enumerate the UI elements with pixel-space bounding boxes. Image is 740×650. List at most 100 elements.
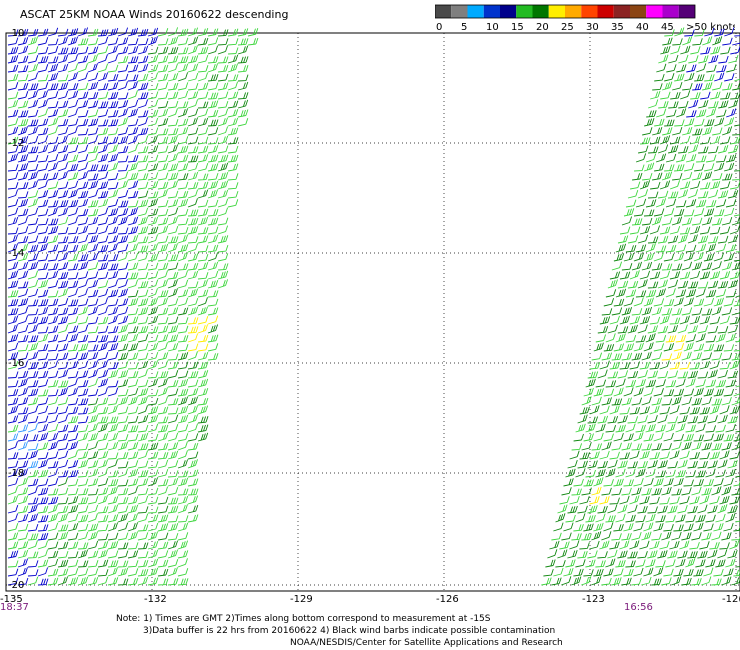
wind-barb (47, 280, 59, 289)
wind-barb (619, 271, 631, 280)
wind-barb (47, 558, 59, 568)
wind-barb (57, 82, 69, 91)
wind-barb (187, 281, 199, 289)
wind-barb (117, 560, 129, 568)
wind-barb (117, 171, 129, 181)
wind-barb (667, 550, 678, 559)
wind-barb (237, 74, 249, 82)
wind-barb (187, 243, 199, 253)
wind-barb (187, 488, 199, 496)
wind-barb (207, 290, 219, 298)
wind-barb (87, 360, 99, 370)
wind-barb (37, 154, 49, 163)
wind-barb (187, 155, 199, 163)
wind-barb (565, 559, 576, 568)
wind-barb (87, 478, 99, 487)
wind-barb (621, 487, 632, 496)
wind-barb (7, 550, 19, 559)
wind-barb (127, 180, 139, 190)
wind-barb (217, 135, 229, 145)
wind-barb (713, 252, 725, 262)
wind-barb (615, 468, 626, 478)
wind-barb (207, 353, 219, 361)
wind-barb (157, 307, 169, 316)
wind-barb (77, 198, 89, 208)
wind-barb (87, 37, 99, 46)
wind-barb (47, 461, 59, 469)
wind-barb (17, 172, 29, 181)
wind-barb (723, 522, 734, 532)
wind-barb (703, 567, 714, 577)
wind-barb (97, 101, 109, 109)
wind-barb (597, 505, 608, 514)
wind-barb (623, 297, 634, 307)
wind-barb (716, 109, 727, 118)
wind-barb (217, 100, 229, 109)
wind-barb (207, 234, 219, 244)
wind-barb (67, 522, 79, 532)
wind-barb (157, 46, 169, 55)
wind-barb (107, 478, 119, 487)
wind-barb (726, 154, 737, 163)
wind-barb (625, 423, 636, 433)
wind-barb (17, 100, 29, 109)
wind-barb (177, 515, 189, 523)
wind-barb (669, 317, 681, 325)
legend-swatch (613, 5, 630, 18)
wind-barb (57, 190, 69, 199)
wind-barb (685, 153, 697, 163)
wind-barb (117, 567, 129, 577)
wind-barb (730, 92, 740, 100)
wind-barb (137, 542, 149, 550)
wind-barb (647, 550, 658, 559)
wind-barb (17, 407, 29, 415)
wind-barb (157, 181, 169, 190)
wind-barb (17, 82, 29, 91)
wind-barb (595, 468, 606, 478)
wind-barb (227, 54, 239, 64)
legend-swatch (597, 5, 614, 18)
wind-barb (7, 227, 19, 235)
wind-barb (167, 370, 179, 379)
wind-barb (67, 227, 79, 235)
wind-barb (177, 90, 189, 100)
wind-barb (705, 199, 717, 208)
wind-barb (17, 28, 29, 37)
wind-barb (127, 433, 139, 442)
wind-barb (87, 189, 99, 199)
wind-barb (599, 496, 610, 505)
wind-barb (679, 540, 690, 550)
wind-barb (685, 558, 696, 568)
legend-swatch (630, 5, 647, 18)
wind-barb (668, 145, 679, 154)
wind-barb (686, 64, 697, 73)
wind-barb (725, 513, 736, 523)
wind-barb (17, 298, 29, 307)
wind-barb (37, 578, 49, 586)
wind-barb (37, 423, 49, 433)
wind-barb (127, 468, 139, 478)
wind-barb (137, 405, 148, 415)
wind-barb (27, 72, 39, 82)
wind-barb (595, 560, 606, 568)
wind-barb (664, 164, 675, 172)
wind-barb (127, 90, 138, 100)
wind-barb (601, 308, 613, 316)
wind-barb (167, 487, 179, 496)
wind-barb (601, 397, 612, 406)
wind-barb (17, 191, 29, 199)
wind-barb (730, 181, 740, 190)
wind-barb (693, 387, 704, 397)
wind-barb (647, 460, 658, 469)
wind-barb (637, 460, 648, 469)
wind-barb (127, 352, 139, 361)
wind-barb (197, 65, 209, 73)
wind-barb (721, 486, 732, 496)
wind-barb (167, 414, 179, 424)
wind-barb (67, 387, 79, 397)
wind-barb (47, 468, 59, 478)
wind-barb (17, 352, 29, 361)
wind-barb (77, 443, 89, 451)
wind-barb (127, 81, 138, 91)
wind-barb (177, 126, 189, 136)
